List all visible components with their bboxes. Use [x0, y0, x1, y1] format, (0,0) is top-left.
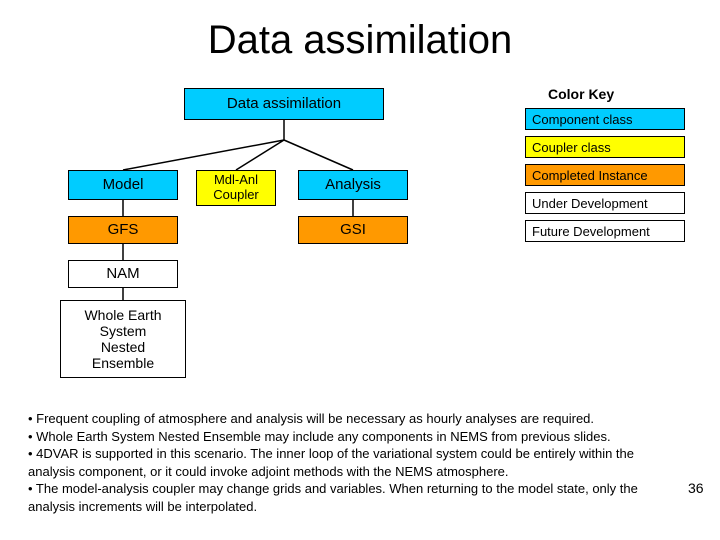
analysis-box: Analysis	[298, 170, 408, 200]
nam-box: NAM	[68, 260, 178, 288]
gsi-box: GSI	[298, 216, 408, 244]
analysis-label: Analysis	[325, 176, 381, 193]
legend-component-class: Component class	[525, 108, 685, 130]
legend-under-development: Under Development	[525, 192, 685, 214]
bullet-item: • Whole Earth System Nested Ensemble may…	[28, 428, 668, 446]
legend-label: Future Development	[532, 224, 650, 239]
slide-title: Data assimilation	[0, 18, 720, 63]
legend-title: Color Key	[548, 86, 614, 102]
bullet-item: • 4DVAR is supported in this scenario. T…	[28, 445, 668, 480]
bullet-item: • The model-analysis coupler may change …	[28, 480, 668, 515]
gfs-box: GFS	[68, 216, 178, 244]
legend-future-development: Future Development	[525, 220, 685, 242]
root-box: Data assimilation	[184, 88, 384, 120]
coupler-box: Mdl-Anl Coupler	[196, 170, 276, 206]
legend-label: Under Development	[532, 196, 648, 211]
whole-earth-label: Whole Earth System Nested Ensemble	[84, 307, 161, 371]
coupler-label: Mdl-Anl Coupler	[213, 173, 259, 203]
legend-label: Coupler class	[532, 140, 611, 155]
nam-label: NAM	[106, 265, 139, 282]
root-label: Data assimilation	[227, 95, 341, 112]
gsi-label: GSI	[340, 221, 366, 238]
whole-earth-box: Whole Earth System Nested Ensemble	[60, 300, 186, 378]
bullet-list: • Frequent coupling of atmosphere and an…	[28, 410, 668, 515]
gfs-label: GFS	[108, 221, 139, 238]
legend-label: Completed Instance	[532, 168, 648, 183]
page-number: 36	[688, 480, 704, 496]
legend-coupler-class: Coupler class	[525, 136, 685, 158]
bullet-item: • Frequent coupling of atmosphere and an…	[28, 410, 668, 428]
legend-label: Component class	[532, 112, 632, 127]
legend-completed-instance: Completed Instance	[525, 164, 685, 186]
model-label: Model	[103, 176, 144, 193]
model-box: Model	[68, 170, 178, 200]
